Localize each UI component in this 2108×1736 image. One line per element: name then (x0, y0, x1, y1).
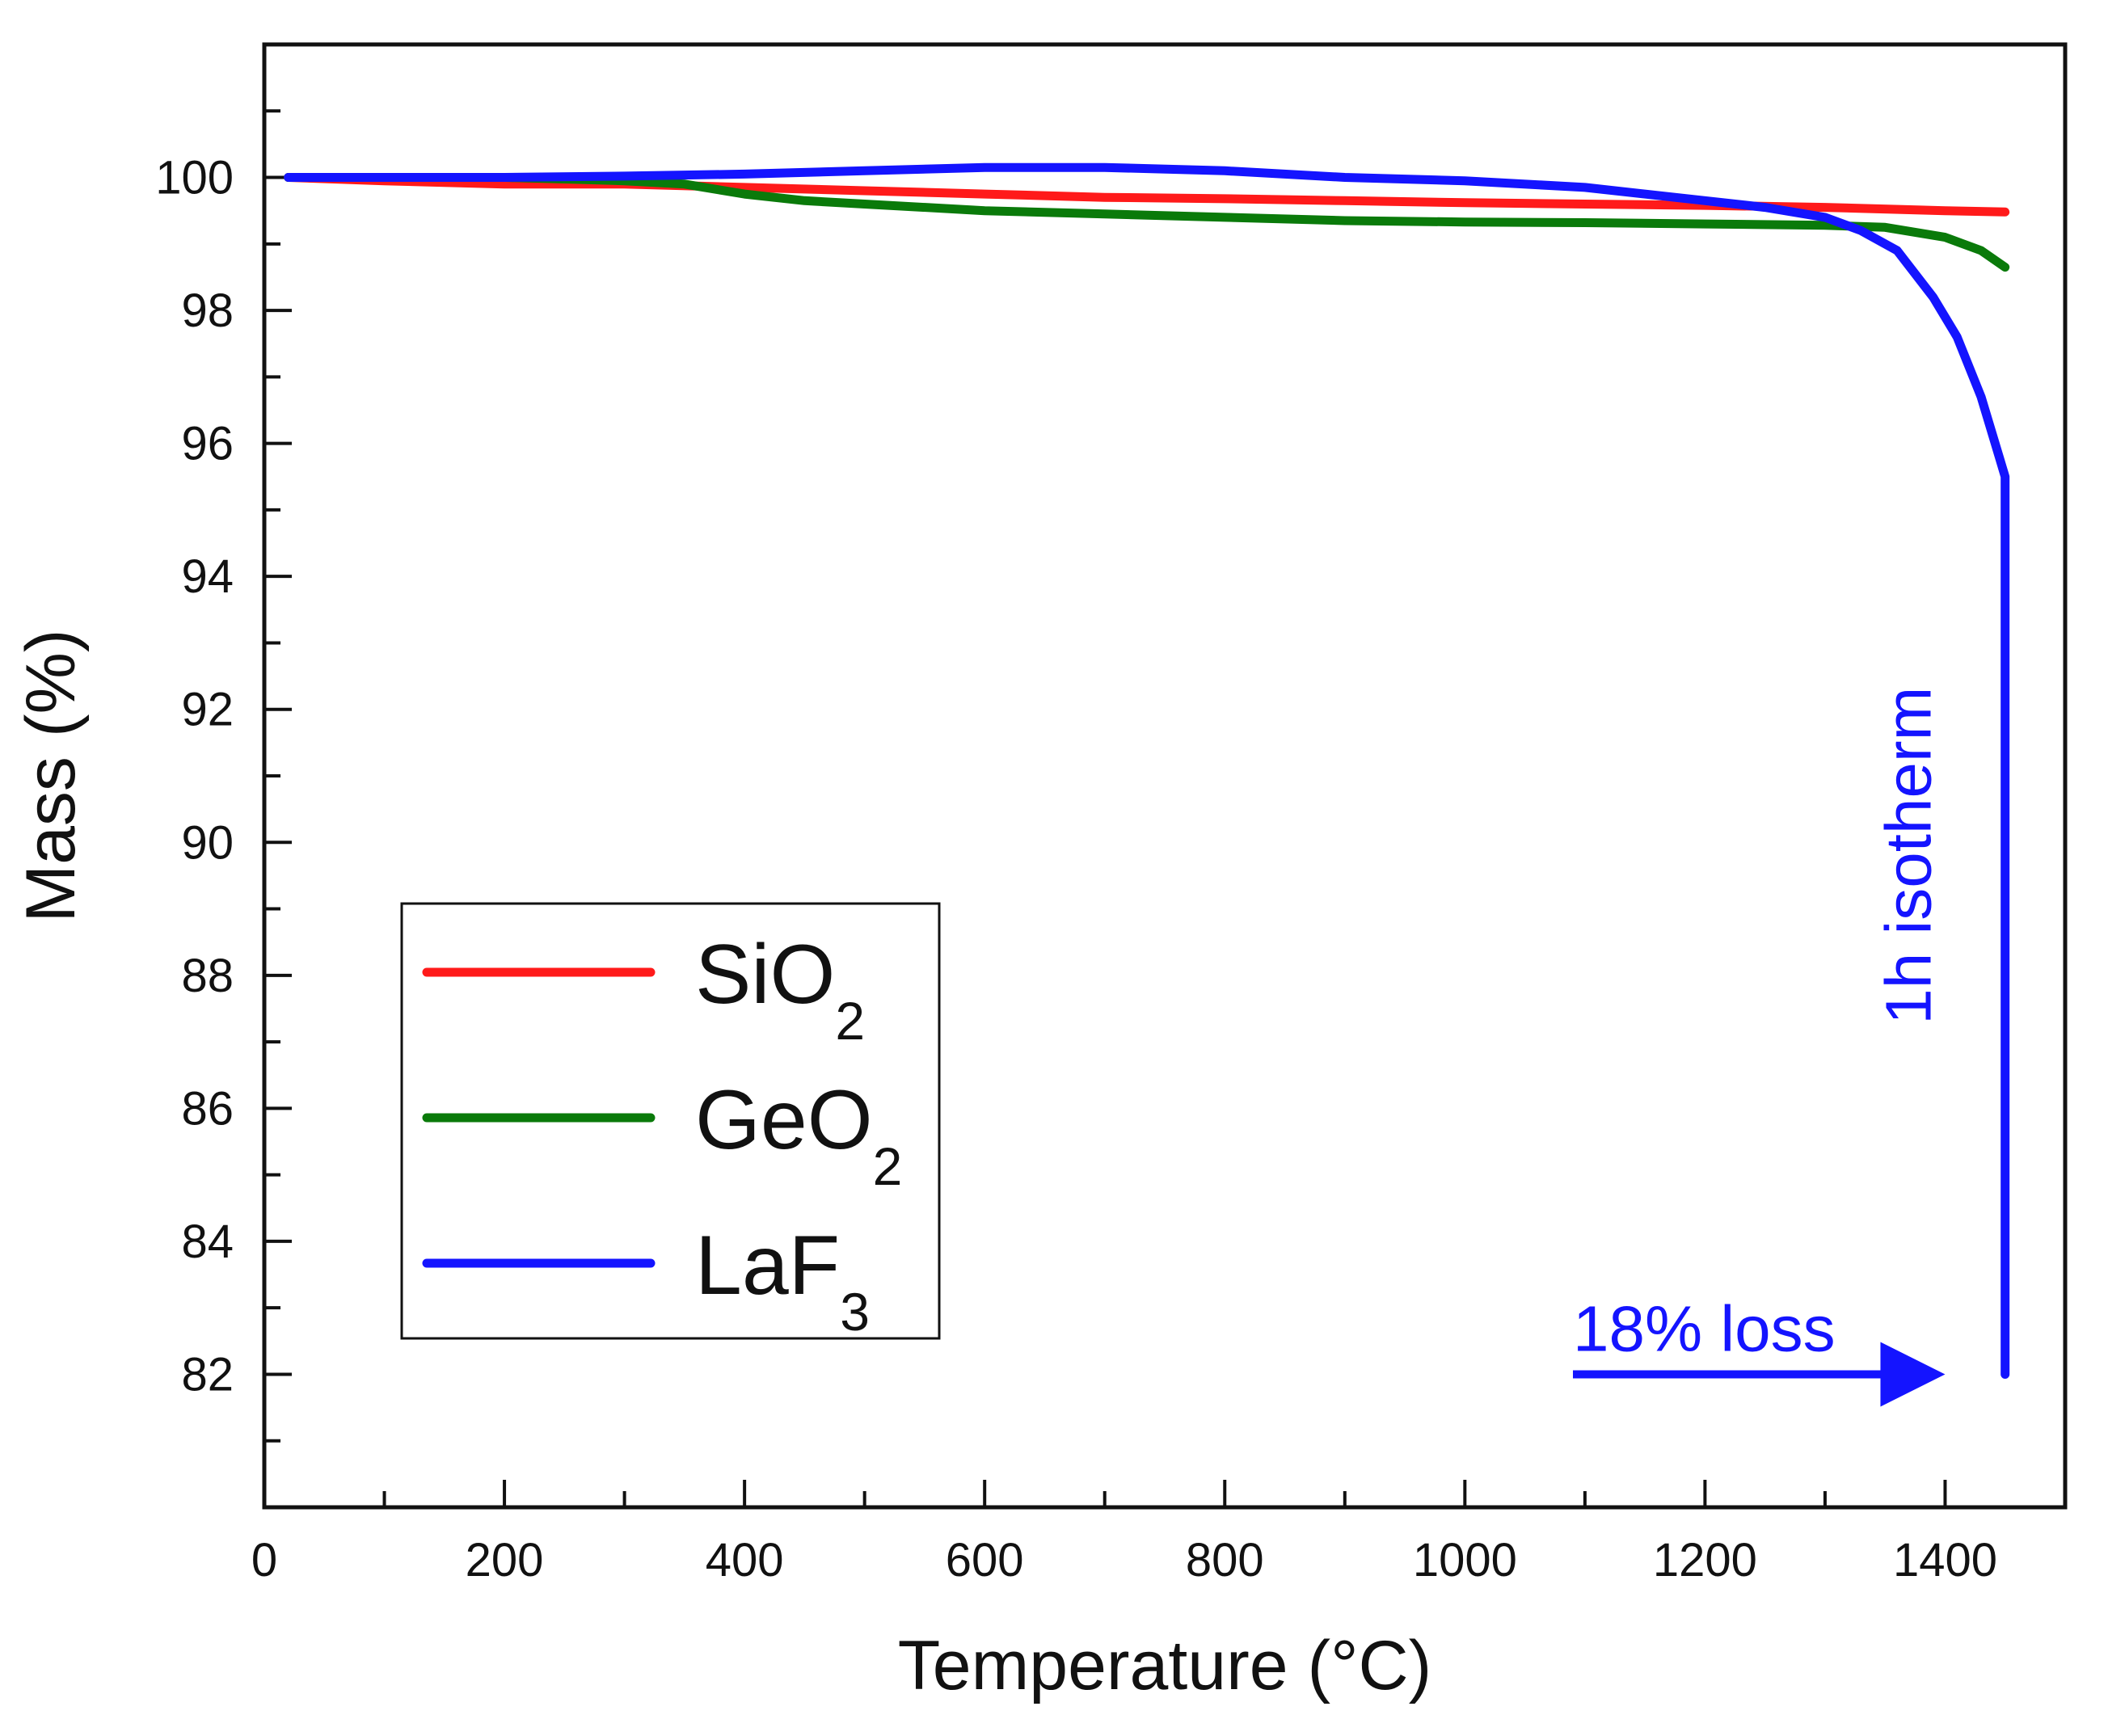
y-tick-label: 92 (181, 684, 234, 736)
y-axis-title: Mass (%) (12, 629, 90, 922)
y-tick-label: 86 (181, 1082, 234, 1135)
x-tick-label: 200 (466, 1534, 544, 1586)
annotation-loss-label: 18% loss (1573, 1292, 1836, 1364)
x-axis-title: Temperature (°C) (898, 1627, 1431, 1704)
legend-label-subscript-3: 3 (840, 1282, 870, 1342)
y-tick-label: 82 (181, 1348, 234, 1401)
y-tick-label: 96 (181, 418, 234, 470)
x-tick-label: 400 (706, 1534, 784, 1586)
y-tick-label: 98 (181, 284, 234, 337)
legend-label-subscript-2: 2 (873, 1136, 903, 1196)
annotations: 1h isotherm 18% loss (1573, 687, 1946, 1407)
series-group (284, 162, 2010, 1379)
annotation-isotherm-label: 1h isotherm (1873, 687, 1945, 1025)
x-tick-label: 1200 (1653, 1534, 1757, 1586)
x-tick-label: 600 (946, 1534, 1024, 1586)
annotation-loss-arrow-head (1880, 1342, 1946, 1407)
y-axis-ticks: 82 84 86 88 90 92 94 96 98 100 (155, 43, 292, 1509)
y-tick-label: 100 (155, 152, 234, 204)
x-tick-label: 800 (1186, 1534, 1264, 1586)
series-line-2 (284, 173, 2010, 272)
y-tick-label: 84 (181, 1216, 234, 1268)
x-tick-label: 1000 (1413, 1534, 1517, 1586)
x-axis-ticks: 0 200 400 600 800 1000 1200 1400 (251, 1480, 2067, 1586)
y-tick-label: 88 (181, 950, 234, 1002)
series-line-3 (284, 162, 2010, 1379)
legend-label-subscript-1: 2 (835, 991, 865, 1051)
x-tick-label: 1400 (1893, 1534, 1997, 1586)
y-tick-label: 94 (181, 550, 234, 603)
x-tick-label: 0 (251, 1534, 277, 1586)
y-tick-label: 90 (181, 816, 234, 869)
